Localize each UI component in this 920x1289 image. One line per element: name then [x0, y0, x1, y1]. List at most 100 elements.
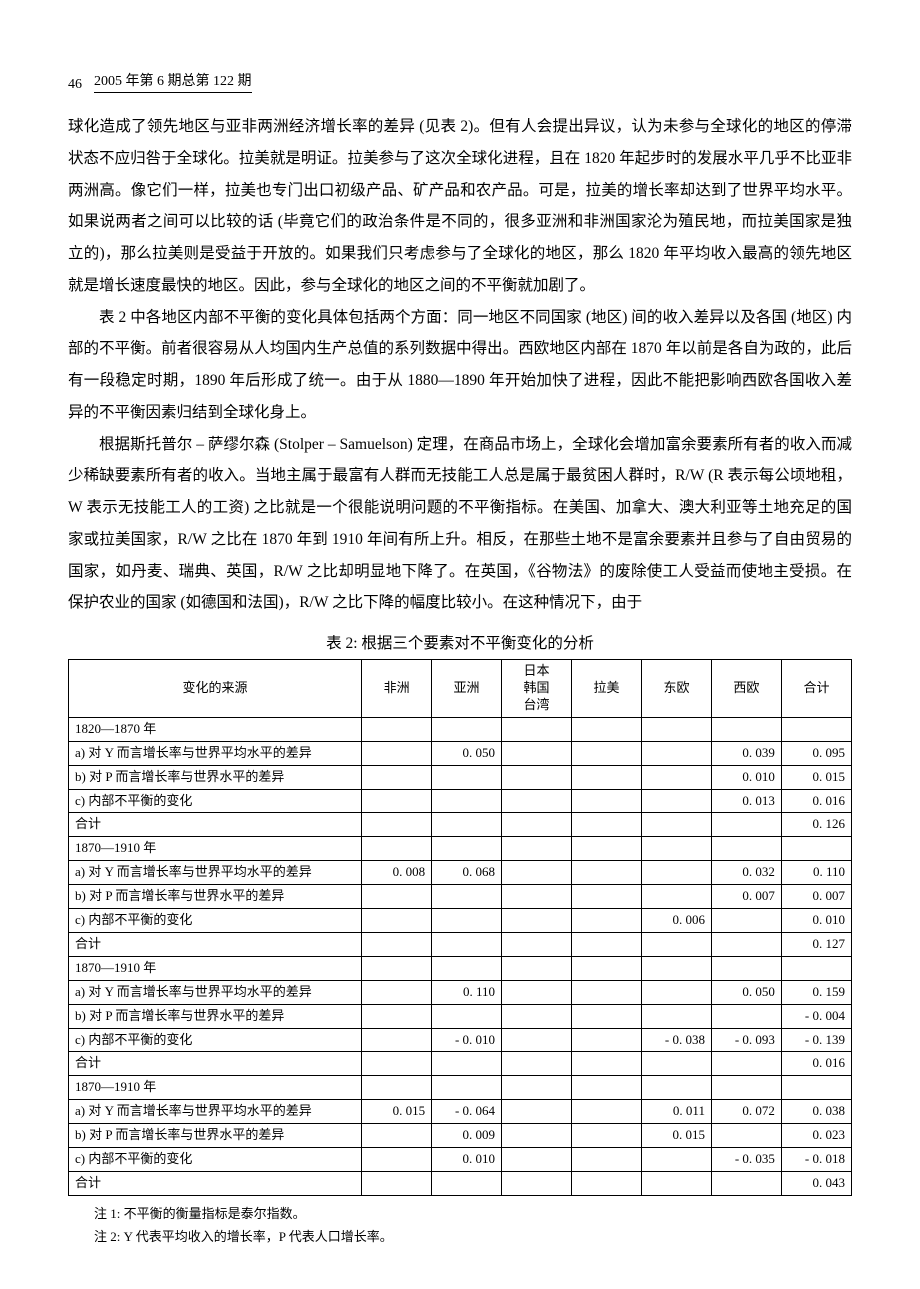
table-row: a) 对 Y 而言增长率与世界平均水平的差异0. 0500. 0390. 095 [69, 741, 852, 765]
table-header-row: 变化的来源 非洲 亚洲 日本 韩国 台湾 拉美 东欧 西欧 合计 [69, 660, 852, 718]
value-cell [572, 1052, 642, 1076]
value-cell: 0. 015 [781, 765, 851, 789]
value-cell [502, 980, 572, 1004]
value-cell [432, 1171, 502, 1195]
empty-cell [711, 956, 781, 980]
value-cell [362, 1124, 432, 1148]
note-2: 注 2: Y 代表平均收入的增长率，P 代表人口增长率。 [94, 1225, 852, 1248]
value-cell [711, 1052, 781, 1076]
empty-cell [781, 1076, 851, 1100]
row-label-cell: 合计 [69, 1171, 362, 1195]
row-label-cell: c) 内部不平衡的变化 [69, 909, 362, 933]
value-cell [502, 932, 572, 956]
value-cell: 0. 011 [641, 1100, 711, 1124]
empty-cell [781, 837, 851, 861]
table-period-row: 1870—1910 年 [69, 1076, 852, 1100]
value-cell: 0. 006 [641, 909, 711, 933]
value-cell [362, 1004, 432, 1028]
value-cell [502, 885, 572, 909]
table-body: 1820—1870 年a) 对 Y 而言增长率与世界平均水平的差异0. 0500… [69, 717, 852, 1195]
value-cell [711, 1004, 781, 1028]
row-label-cell: c) 内部不平衡的变化 [69, 789, 362, 813]
value-cell [362, 932, 432, 956]
col-total: 合计 [781, 660, 851, 718]
value-cell: 0. 010 [711, 765, 781, 789]
value-cell [641, 765, 711, 789]
value-cell [502, 1004, 572, 1028]
table-row: a) 对 Y 而言增长率与世界平均水平的差异0. 1100. 0500. 159 [69, 980, 852, 1004]
page-content: 46 2005 年第 6 期总第 122 期 球化造成了领先地区与亚非两洲经济增… [0, 0, 920, 1289]
empty-cell [572, 956, 642, 980]
value-cell [432, 813, 502, 837]
value-cell [432, 765, 502, 789]
value-cell [502, 1100, 572, 1124]
value-cell: 0. 110 [432, 980, 502, 1004]
empty-cell [781, 956, 851, 980]
analysis-table: 变化的来源 非洲 亚洲 日本 韩国 台湾 拉美 东欧 西欧 合计 1820—18… [68, 659, 852, 1195]
row-label-cell: a) 对 Y 而言增长率与世界平均水平的差异 [69, 741, 362, 765]
value-cell [502, 1147, 572, 1171]
row-label-cell: b) 对 P 而言增长率与世界水平的差异 [69, 1004, 362, 1028]
value-cell [432, 789, 502, 813]
row-label-cell: b) 对 P 而言增长率与世界水平的差异 [69, 765, 362, 789]
note-1: 注 1: 不平衡的衡量指标是泰尔指数。 [94, 1202, 852, 1225]
value-cell [641, 789, 711, 813]
empty-cell [362, 956, 432, 980]
value-cell [362, 789, 432, 813]
value-cell [572, 813, 642, 837]
value-cell: 0. 007 [711, 885, 781, 909]
empty-cell [362, 837, 432, 861]
value-cell [502, 861, 572, 885]
value-cell: 0. 159 [781, 980, 851, 1004]
value-cell: 0. 009 [432, 1124, 502, 1148]
value-cell [572, 1028, 642, 1052]
table-row: c) 内部不平衡的变化0. 010- 0. 035- 0. 018 [69, 1147, 852, 1171]
empty-cell [572, 837, 642, 861]
value-cell [572, 1124, 642, 1148]
table-period-row: 1870—1910 年 [69, 837, 852, 861]
empty-cell [641, 956, 711, 980]
table-row: c) 内部不平衡的变化- 0. 010- 0. 038- 0. 093- 0. … [69, 1028, 852, 1052]
value-cell [711, 909, 781, 933]
empty-cell [641, 1076, 711, 1100]
value-cell [641, 1171, 711, 1195]
col-jkt: 日本 韩国 台湾 [502, 660, 572, 718]
empty-cell [641, 717, 711, 741]
value-cell [362, 813, 432, 837]
row-label-cell: b) 对 P 而言增长率与世界水平的差异 [69, 1124, 362, 1148]
value-cell [432, 885, 502, 909]
value-cell [572, 861, 642, 885]
value-cell [572, 885, 642, 909]
value-cell: - 0. 010 [432, 1028, 502, 1052]
value-cell: 0. 072 [711, 1100, 781, 1124]
value-cell [641, 932, 711, 956]
value-cell [641, 861, 711, 885]
table-row: b) 对 P 而言增长率与世界水平的差异0. 0090. 0150. 023 [69, 1124, 852, 1148]
value-cell [502, 1171, 572, 1195]
table-row: c) 内部不平衡的变化 0. 006 0. 010 [69, 909, 852, 933]
value-cell: 0. 010 [781, 909, 851, 933]
value-cell: 0. 007 [781, 885, 851, 909]
value-cell: - 0. 035 [711, 1147, 781, 1171]
value-cell: 0. 039 [711, 741, 781, 765]
col-latam: 拉美 [572, 660, 642, 718]
table-title: 表 2: 根据三个要素对不平衡变化的分析 [68, 631, 852, 653]
table-row: a) 对 Y 而言增长率与世界平均水平的差异0. 015- 0. 0640. 0… [69, 1100, 852, 1124]
value-cell [502, 765, 572, 789]
value-cell: - 0. 004 [781, 1004, 851, 1028]
empty-cell [572, 1076, 642, 1100]
value-cell [362, 1171, 432, 1195]
empty-cell [362, 1076, 432, 1100]
body-paragraph-1: 球化造成了领先地区与亚非两洲经济增长率的差异 (见表 2)。但有人会提出异议，认… [68, 111, 852, 302]
value-cell [362, 980, 432, 1004]
value-cell: 0. 050 [432, 741, 502, 765]
value-cell [641, 1052, 711, 1076]
value-cell [362, 909, 432, 933]
value-cell [641, 980, 711, 1004]
value-cell: 0. 010 [432, 1147, 502, 1171]
row-label-cell: b) 对 P 而言增长率与世界水平的差异 [69, 885, 362, 909]
value-cell [572, 909, 642, 933]
row-label-cell: c) 内部不平衡的变化 [69, 1028, 362, 1052]
value-cell: 0. 008 [362, 861, 432, 885]
value-cell [502, 813, 572, 837]
